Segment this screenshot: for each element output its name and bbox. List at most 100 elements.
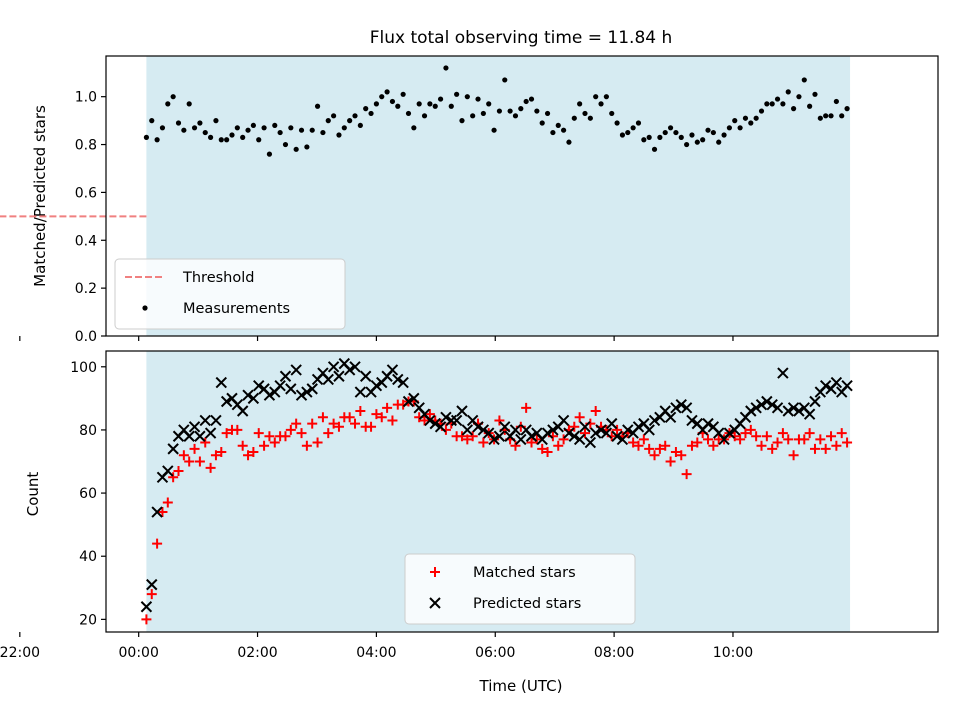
predicted-stars-point	[397, 376, 409, 389]
predicted-stars-point	[253, 380, 265, 392]
matched-stars-point	[189, 443, 200, 454]
predicted-stars-point	[461, 424, 474, 436]
predicted-stars-point	[220, 395, 233, 408]
predicted-stars-point	[247, 392, 260, 405]
matched-stars-point	[280, 431, 291, 442]
measurements-point	[673, 129, 679, 136]
matched-stars-point	[478, 437, 489, 448]
y-tick-label: 100	[70, 360, 97, 376]
measurements-point	[737, 125, 743, 131]
x-axis-label: Time (UTC)	[479, 677, 563, 695]
measurements-point	[593, 94, 599, 100]
matched-stars-point	[285, 424, 296, 435]
matched-stars-point	[350, 418, 361, 429]
matched-stars-point	[708, 440, 719, 451]
matched-stars-point	[553, 440, 564, 451]
measurements-point	[357, 122, 363, 129]
matched-stars-point	[456, 431, 467, 442]
measurements-point	[801, 77, 807, 83]
predicted-stars-point	[750, 402, 762, 414]
matched-stars-point	[467, 431, 478, 442]
measurements-point	[411, 125, 417, 131]
predicted-stars-point	[301, 386, 313, 398]
predicted-stars-point	[686, 414, 698, 427]
matched-stars-point	[799, 434, 810, 445]
measurements-point	[400, 91, 406, 97]
measurements-point	[261, 125, 267, 131]
measurements-point	[694, 139, 700, 145]
measurements-point	[507, 108, 513, 114]
measurements-point	[780, 101, 786, 107]
matched-stars-point	[328, 418, 339, 429]
predicted-stars-point	[429, 417, 441, 430]
matched-stars-point	[815, 434, 826, 445]
x-tick-label: 22:00	[0, 645, 40, 661]
predicted-stars-point	[472, 421, 484, 433]
measurements-point	[421, 113, 428, 119]
measurements-point	[807, 103, 813, 109]
predicted-stars-point	[793, 405, 805, 417]
measurements-point	[577, 101, 583, 107]
matched-stars-point	[301, 440, 312, 451]
matched-stars-point	[291, 418, 302, 429]
measurements-point	[154, 137, 160, 143]
matched-stars-point	[243, 450, 254, 461]
measurements-point	[320, 129, 326, 136]
matched-stars-point	[804, 428, 815, 439]
predicted-stars-point	[167, 443, 179, 455]
measurements-point	[646, 134, 652, 140]
measurements-point	[700, 137, 706, 143]
matched-stars-point	[590, 405, 601, 416]
matched-stars-point	[767, 443, 778, 454]
matched-stars-point	[221, 428, 232, 439]
matched-stars-point	[740, 428, 751, 439]
matched-stars-point	[157, 507, 168, 518]
matched-stars-point	[772, 437, 783, 448]
matched-stars-point	[269, 437, 280, 448]
predicted-stars-point	[525, 430, 538, 442]
measurements-point	[389, 98, 396, 105]
predicted-stars-point	[204, 427, 217, 439]
predicted-stars-point	[488, 433, 500, 446]
predicted-stars-point	[584, 436, 597, 449]
measurements-point	[314, 103, 321, 109]
predicted-stars-point	[547, 424, 559, 436]
predicted-stars-point	[450, 414, 463, 427]
predicted-stars-point	[349, 361, 361, 373]
measurements-point	[566, 139, 572, 145]
matched-stars-point	[162, 497, 173, 508]
predicted-stars-point	[648, 414, 661, 427]
matched-stars-point	[569, 421, 580, 432]
predicted-stars-point	[210, 414, 222, 427]
matched-stars-point	[649, 450, 660, 461]
predicted-stars-point	[408, 392, 420, 405]
predicted-stars-point	[841, 380, 853, 392]
measurements-point	[710, 129, 716, 136]
predicted-stars-point	[274, 380, 286, 392]
predicted-stars-point	[573, 433, 586, 446]
measurements-point	[534, 108, 540, 114]
matched-stars-point	[494, 415, 505, 426]
measurements-point	[609, 110, 615, 117]
matched-stars-point	[783, 434, 794, 445]
predicted-stars-point	[809, 395, 821, 408]
measurements-point	[716, 139, 722, 145]
measurements-point	[480, 110, 486, 117]
measurements-point	[705, 127, 711, 133]
predicted-stars-point	[568, 430, 581, 442]
matched-stars-point	[317, 412, 328, 423]
measurements-point	[491, 127, 497, 133]
predicted-stars-point	[541, 427, 554, 439]
measurements-point	[448, 103, 454, 109]
measurements-point	[518, 106, 524, 112]
y-tick-label: 60	[79, 486, 97, 502]
predicted-stars-point	[354, 386, 367, 398]
measurements-point	[587, 115, 593, 121]
predicted-stars-point	[279, 370, 292, 382]
legend-marker-swatch	[429, 597, 441, 609]
predicted-stars-point	[557, 414, 570, 427]
matched-stars-point	[670, 447, 681, 458]
matched-stars-point	[184, 456, 195, 467]
matched-stars-point	[419, 415, 430, 426]
